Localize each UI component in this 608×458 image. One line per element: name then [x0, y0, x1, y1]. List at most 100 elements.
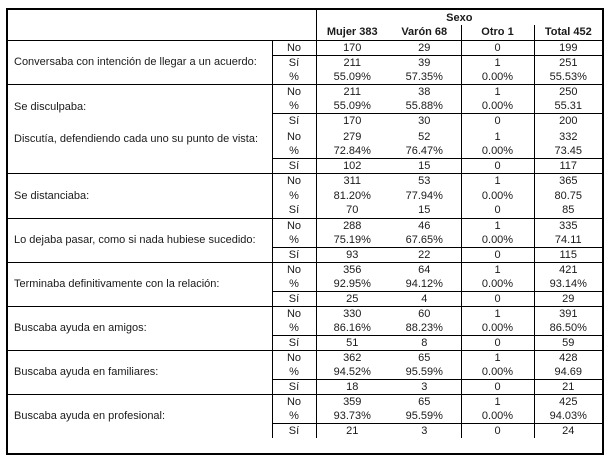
category-no: No	[272, 173, 317, 188]
category-si: Sí	[272, 113, 317, 128]
value-mujer: 211	[315, 84, 388, 99]
value-otro: 0	[461, 422, 535, 438]
value-total: 55.31	[554, 100, 583, 112]
value-otro: 0	[461, 203, 535, 218]
value-otro: 0.00%	[461, 99, 535, 114]
value-otro: 1	[461, 217, 535, 233]
value-varon: 76.47%	[388, 144, 462, 159]
header-col-otro: Otro 1	[461, 25, 535, 41]
value-total: 365	[534, 173, 603, 188]
value-total: 251	[534, 54, 603, 70]
value-varon: 4	[388, 290, 462, 306]
value-otro: 1	[461, 349, 535, 365]
value-otro: 0.00%	[461, 408, 535, 423]
table-row: Discutía, defendiendo cada uno su punto …	[8, 128, 602, 174]
category-pct: %	[272, 188, 317, 203]
category-pct: %	[272, 364, 317, 379]
value-total: 93.14%	[549, 277, 587, 290]
value-otro: 0	[461, 158, 535, 174]
row-label: Buscaba ayuda en amigos:	[8, 305, 273, 350]
value-varon: 30	[388, 113, 462, 128]
category-si: Sí	[272, 203, 317, 218]
category-no: No	[272, 40, 317, 55]
value-mujer: 170	[315, 40, 388, 55]
row-label: Buscaba ayuda en familiares:	[8, 349, 273, 394]
table-row: Sí 170 30 0 200	[8, 113, 603, 128]
value-varon: 8	[388, 334, 462, 350]
table-row: Se distanciaba: No 311 53 1 365	[8, 173, 603, 218]
value-varon: 65	[388, 349, 462, 365]
category-no: No	[272, 261, 317, 277]
value-mujer: 362	[315, 349, 388, 365]
category-si: Sí	[272, 54, 317, 70]
value-mujer: 93.73%	[315, 408, 388, 423]
value-otro: 0	[461, 290, 535, 306]
value-varon: 95.59%	[388, 364, 462, 379]
row-label: Discutía, defendiendo cada uno su punto …	[8, 128, 273, 174]
value-mujer: 311	[315, 173, 388, 188]
value-total: 94.69	[554, 365, 583, 378]
value-total: 200	[534, 113, 603, 128]
value-total: 428	[534, 349, 603, 365]
header-col-varon: Varón 68	[388, 25, 462, 41]
value-otro: 1	[461, 84, 535, 99]
table-row: % 55.09% 55.88% 0.00% 55.31	[8, 99, 602, 114]
value-otro: 0	[461, 334, 535, 350]
value-otro: 0	[461, 378, 535, 394]
value-varon: 60	[388, 305, 462, 321]
header-col-total: Total 452	[534, 25, 603, 41]
table-row: % 81.20% 77.94% 0.00% 80.75	[8, 188, 602, 203]
value-mujer: 51	[315, 334, 388, 350]
table-row: % 86.16% 88.23% 0.00% 86.50%	[8, 320, 602, 335]
table-row: Lo dejaba pasar, como si nada hubiese su…	[8, 217, 603, 262]
table-row: % 72.84% 76.47% 0.00% 73.45	[8, 144, 602, 159]
value-varon: 64	[388, 261, 462, 277]
category-no: No	[272, 128, 317, 144]
value-mujer: 170	[315, 113, 388, 128]
value-varon: 39	[388, 54, 462, 70]
value-total: 73.45	[554, 145, 583, 157]
value-total: 115	[534, 246, 603, 262]
value-mujer: 70	[315, 203, 388, 218]
table-row: Terminaba definitivamente con la relació…	[8, 261, 603, 306]
value-otro: 1	[461, 54, 535, 70]
value-total: 250	[534, 84, 603, 99]
row-label: Conversaba con intención de llegar a un …	[8, 40, 273, 85]
category-si: Sí	[272, 158, 317, 174]
value-otro: 0.00%	[461, 144, 535, 159]
table-row: Buscaba ayuda en profesional: No 359 65 …	[8, 393, 603, 438]
value-mujer: 55.09%	[315, 69, 388, 85]
table-row: Se disculpaba: No 211 38 1 250	[8, 84, 603, 128]
table-row: Sí 51 8 0 59	[8, 334, 603, 350]
value-otro: 0.00%	[461, 188, 535, 203]
category-si: Sí	[272, 334, 317, 350]
table-row: % 94.52% 95.59% 0.00% 94.69	[8, 364, 602, 379]
category-pct: %	[272, 69, 317, 85]
value-varon: 15	[388, 158, 462, 174]
category-no: No	[272, 217, 317, 233]
value-otro: 0.00%	[461, 69, 535, 85]
header-blank-cell	[8, 10, 316, 41]
value-total: 199	[559, 41, 578, 54]
value-otro: 0.00%	[461, 364, 535, 379]
value-varon: 57.35%	[388, 69, 462, 85]
value-varon: 88.23%	[388, 320, 462, 335]
value-otro: 1	[461, 393, 535, 409]
value-mujer: 93	[315, 246, 388, 262]
row-label: Se disculpaba:	[8, 84, 273, 128]
category-pct: %	[272, 276, 317, 291]
value-varon: 38	[388, 84, 462, 99]
category-pct: %	[272, 99, 317, 114]
header-col-mujer: Mujer 383	[315, 25, 388, 41]
value-varon: 15	[388, 203, 462, 218]
value-total: 24	[534, 422, 603, 438]
value-total: 59	[534, 334, 603, 350]
value-mujer: 211	[315, 54, 388, 70]
table-row: Sí 102 15 0 117	[8, 158, 603, 174]
value-total: 55.53%	[549, 70, 587, 83]
category-si: Sí	[272, 246, 317, 262]
value-mujer: 288	[315, 217, 388, 233]
value-total: 85	[562, 204, 575, 217]
value-mujer: 356	[315, 261, 388, 277]
value-varon: 77.94%	[388, 188, 462, 203]
